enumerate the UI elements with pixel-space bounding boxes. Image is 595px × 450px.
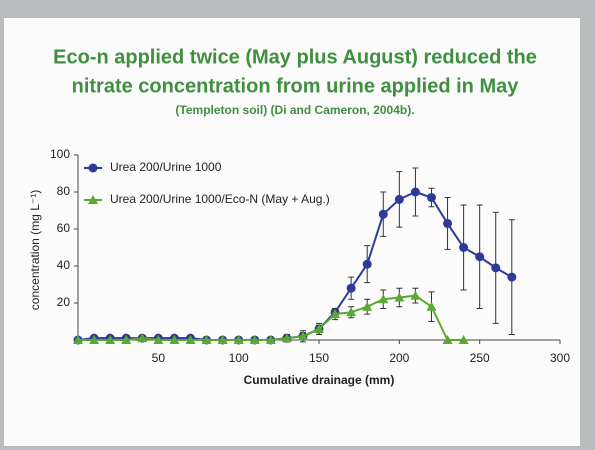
y-axis-label: concentration (mg L⁻¹): [28, 190, 42, 310]
x-tick-label: 100: [229, 351, 249, 365]
y-tick-label: 80: [57, 184, 71, 198]
x-tick-label: 50: [152, 351, 166, 365]
chart-title: nitrate concentration from urine applied…: [72, 75, 520, 97]
x-tick-label: 200: [389, 351, 409, 365]
data-point: [347, 284, 356, 293]
data-point: [411, 188, 420, 197]
data-point: [491, 263, 500, 272]
x-tick-label: 300: [550, 351, 570, 365]
chart: Eco-n applied twice (May plus August) re…: [0, 0, 595, 450]
data-point: [427, 193, 436, 202]
y-tick-label: 100: [50, 147, 70, 161]
data-point: [395, 195, 404, 204]
legend-label: Urea 200/Urine 1000/Eco-N (May + Aug.): [110, 192, 330, 206]
data-point: [475, 252, 484, 261]
chart-subtitle: (Templeton soil) (Di and Cameron, 2004b)…: [175, 103, 414, 117]
data-point: [443, 219, 452, 228]
legend-label: Urea 200/Urine 1000: [110, 160, 222, 174]
x-axis-label: Cumulative drainage (mm): [244, 373, 395, 387]
data-point: [379, 210, 388, 219]
y-tick-label: 20: [57, 295, 71, 309]
x-tick-label: 250: [470, 351, 490, 365]
data-point: [363, 260, 372, 269]
y-tick-label: 60: [57, 221, 71, 235]
legend-marker: [89, 164, 98, 173]
data-point: [459, 243, 468, 252]
data-point: [507, 273, 516, 282]
chart-title: Eco-n applied twice (May plus August) re…: [53, 46, 537, 68]
page: Eco-n applied twice (May plus August) re…: [0, 0, 595, 450]
y-tick-label: 40: [57, 258, 71, 272]
x-tick-label: 150: [309, 351, 329, 365]
